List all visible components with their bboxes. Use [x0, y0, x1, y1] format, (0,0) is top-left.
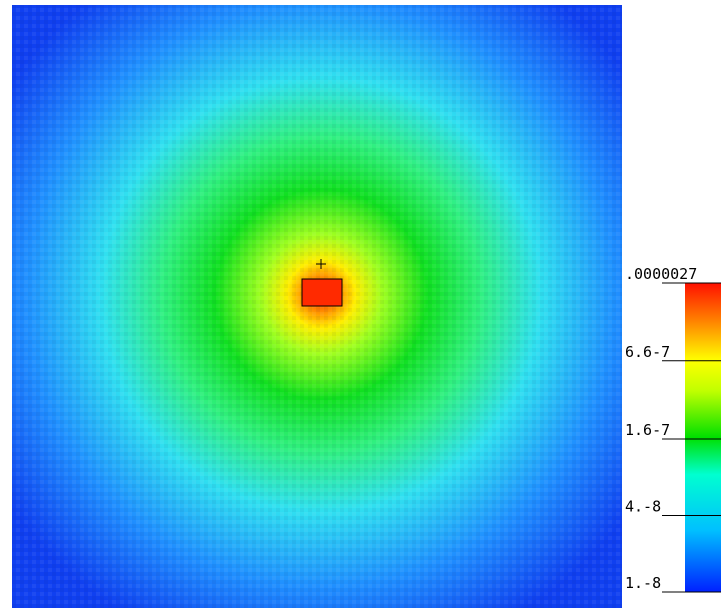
colorbar-tick-label: 4.-8 — [625, 497, 661, 515]
colorbar-tick-label: 1.6-7 — [625, 421, 670, 439]
source-marker — [316, 259, 326, 269]
colorbar — [685, 283, 721, 592]
colorbar-tick-label: 1.-8 — [625, 574, 661, 592]
hotspot-box — [301, 278, 343, 307]
colorbar-ticks: 1.-8 4.-8 1.6-7 6.6-7 .0000027 — [625, 265, 721, 593]
colorbar-tick-label: .0000027 — [625, 265, 697, 283]
colorbar-tick-label: 6.6-7 — [625, 343, 670, 361]
heatmap — [12, 5, 622, 608]
